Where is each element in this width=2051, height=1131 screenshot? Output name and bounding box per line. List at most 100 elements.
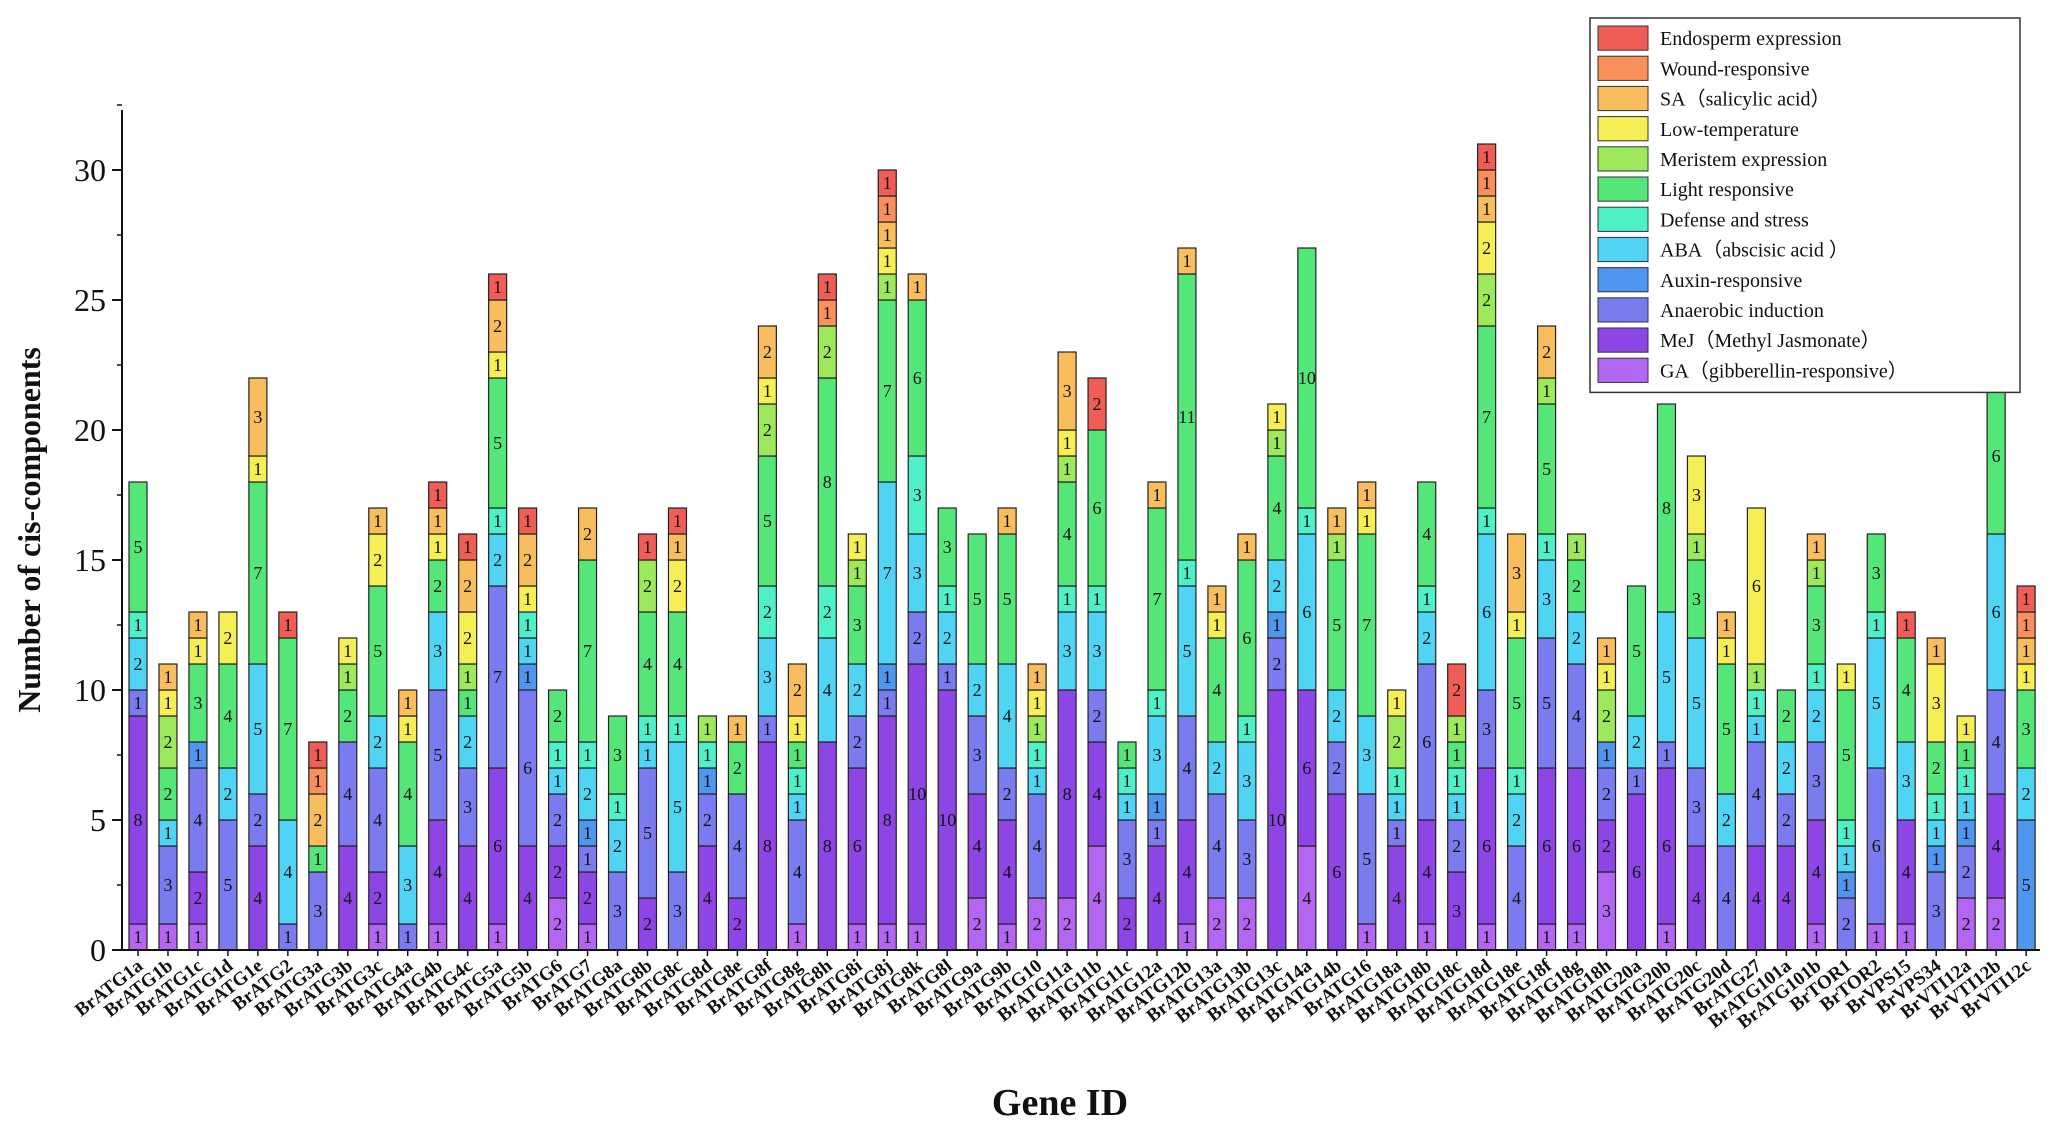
segment-value-label: 1 [943, 667, 952, 687]
legend-swatch [1597, 55, 1649, 81]
bar-segment [458, 533, 478, 561]
segment-value-label: 4 [1033, 836, 1042, 856]
segment-value-label: 1 [163, 667, 172, 687]
segment-value-label: 3 [1812, 771, 1821, 791]
segment-value-label: 1 [1842, 667, 1851, 687]
segment-value-label: 6 [1992, 446, 2001, 466]
segment-value-label: 1 [1722, 615, 1731, 635]
segment-value-label: 5 [1722, 719, 1731, 739]
segment-value-label: 1 [883, 927, 892, 947]
segment-value-label: 7 [1482, 407, 1491, 427]
segment-value-label: 8 [823, 472, 832, 492]
segment-value-label: 2 [223, 628, 232, 648]
segment-value-label: 2 [793, 680, 802, 700]
segment-value-label: 1 [823, 277, 832, 297]
segment-value-label: 1 [1692, 537, 1701, 557]
segment-value-label: 1 [643, 719, 652, 739]
segment-value-label: 4 [643, 654, 652, 674]
segment-value-label: 1 [403, 927, 412, 947]
segment-value-label: 2 [733, 914, 742, 934]
bar-segment [368, 507, 388, 535]
bar-segment [637, 533, 658, 561]
segment-value-label: 3 [1123, 849, 1132, 869]
segment-value-label: 2 [193, 888, 202, 908]
segment-value-label: 1 [283, 927, 292, 947]
segment-value-label: 1 [523, 641, 532, 661]
segment-value-label: 2 [1782, 706, 1791, 726]
legend-swatch [1597, 357, 1649, 383]
bar-segment [1297, 247, 1317, 509]
segment-value-label: 11 [1178, 407, 1195, 427]
segment-value-label: 4 [1272, 498, 1281, 518]
bar-segment [1447, 663, 1467, 717]
segment-value-label: 7 [253, 563, 262, 583]
segment-value-label: 1 [943, 589, 952, 609]
legend-label: Low-temperature [1660, 119, 1799, 141]
bar-segment [308, 741, 328, 769]
segment-value-label: 1 [1152, 797, 1161, 817]
segment-value-label: 3 [913, 485, 922, 505]
segment-value-label: 2 [1632, 732, 1641, 752]
segment-value-label: 5 [493, 433, 502, 453]
segment-value-label: 5 [763, 511, 772, 531]
segment-value-label: 5 [2022, 875, 2031, 895]
segment-value-label: 2 [553, 810, 562, 830]
segment-value-label: 3 [853, 615, 862, 635]
segment-value-label: 3 [1602, 901, 1611, 921]
segment-value-label: 6 [1482, 602, 1491, 622]
segment-value-label: 1 [1932, 641, 1941, 661]
segment-value-label: 2 [823, 602, 832, 622]
segment-value-label: 1 [253, 459, 262, 479]
segment-value-label: 5 [134, 537, 143, 557]
segment-value-label: 1 [553, 745, 562, 765]
segment-value-label: 1 [793, 745, 802, 765]
segment-value-label: 1 [403, 693, 412, 713]
segment-value-label: 4 [1572, 706, 1581, 726]
segment-value-label: 1 [1033, 745, 1042, 765]
segment-value-label: 1 [673, 537, 682, 557]
segment-value-label: 1 [1392, 771, 1401, 791]
segment-value-label: 1 [883, 173, 892, 193]
segment-value-label: 2 [673, 576, 682, 596]
segment-value-label: 2 [1212, 758, 1221, 778]
segment-value-label: 2 [1272, 654, 1281, 674]
segment-value-label: 1 [493, 927, 502, 947]
segment-value-label: 4 [1692, 888, 1701, 908]
segment-value-label: 3 [1512, 563, 1521, 583]
legend-swatch [1597, 176, 1649, 202]
segment-value-label: 6 [1482, 836, 1491, 856]
segment-value-label: 1 [583, 927, 592, 947]
segment-value-label: 3 [1692, 589, 1701, 609]
segment-value-label: 1 [373, 511, 382, 531]
segment-value-label: 4 [1152, 888, 1161, 908]
segment-value-label: 6 [1302, 758, 1311, 778]
bar-segment [158, 663, 178, 691]
bar-segment [1327, 507, 1347, 535]
segment-value-label: 7 [583, 641, 592, 661]
segment-value-label: 7 [493, 667, 502, 687]
segment-value-label: 1 [1362, 927, 1371, 947]
legend-label: Light responsive [1660, 179, 1794, 201]
segment-value-label: 2 [1003, 784, 1012, 804]
segment-value-label: 8 [134, 810, 143, 830]
bar-segment [1237, 533, 1257, 561]
legend-swatch [1597, 146, 1649, 172]
segment-value-label: 4 [1722, 888, 1731, 908]
bar-segment [188, 611, 208, 639]
segment-value-label: 4 [1902, 680, 1911, 700]
legend-label: Auxin-responsive [1660, 270, 1802, 292]
segment-value-label: 2 [1272, 576, 1281, 596]
bar-segment [278, 611, 298, 639]
segment-value-label: 2 [523, 550, 532, 570]
segment-value-label: 1 [1872, 615, 1881, 635]
segment-value-label: 4 [1063, 524, 1072, 544]
segment-value-label: 1 [493, 511, 502, 531]
segment-value-label: 1 [134, 927, 143, 947]
segment-value-label: 2 [1093, 394, 1102, 414]
segment-value-label: 3 [313, 901, 322, 921]
segment-value-label: 1 [523, 615, 532, 635]
segment-value-label: 1 [853, 563, 862, 583]
segment-value-label: 5 [1542, 693, 1551, 713]
segment-value-label: 2 [493, 316, 502, 336]
segment-value-label: 1 [1842, 849, 1851, 869]
